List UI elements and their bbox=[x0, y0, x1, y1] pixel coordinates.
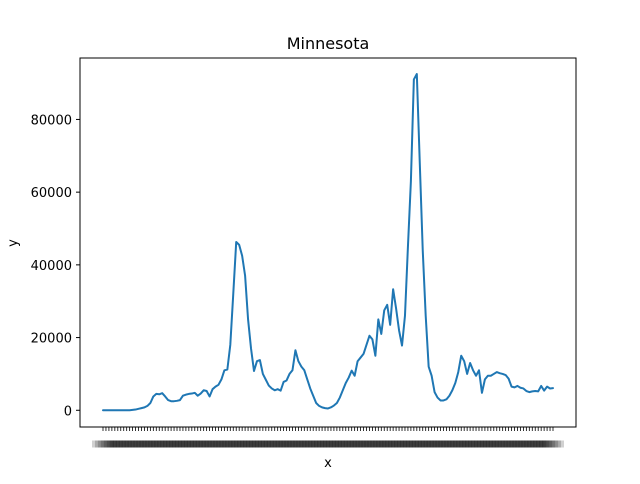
y-tick-label: 0 bbox=[64, 404, 72, 419]
data-series-line bbox=[103, 74, 553, 410]
y-tick-label: 60000 bbox=[31, 186, 72, 201]
chart-title: Minnesota bbox=[287, 34, 370, 53]
y-axis-label: y bbox=[6, 239, 21, 247]
y-tick-label: 80000 bbox=[31, 113, 72, 128]
x-axis-ticks bbox=[92, 427, 564, 444]
y-axis-ticks: 0 20000 40000 60000 80000 bbox=[31, 113, 80, 419]
plot-area-frame bbox=[80, 58, 576, 427]
y-tick-label: 40000 bbox=[31, 259, 72, 274]
x-axis-label: x bbox=[324, 456, 332, 471]
y-tick-label: 20000 bbox=[31, 332, 72, 347]
